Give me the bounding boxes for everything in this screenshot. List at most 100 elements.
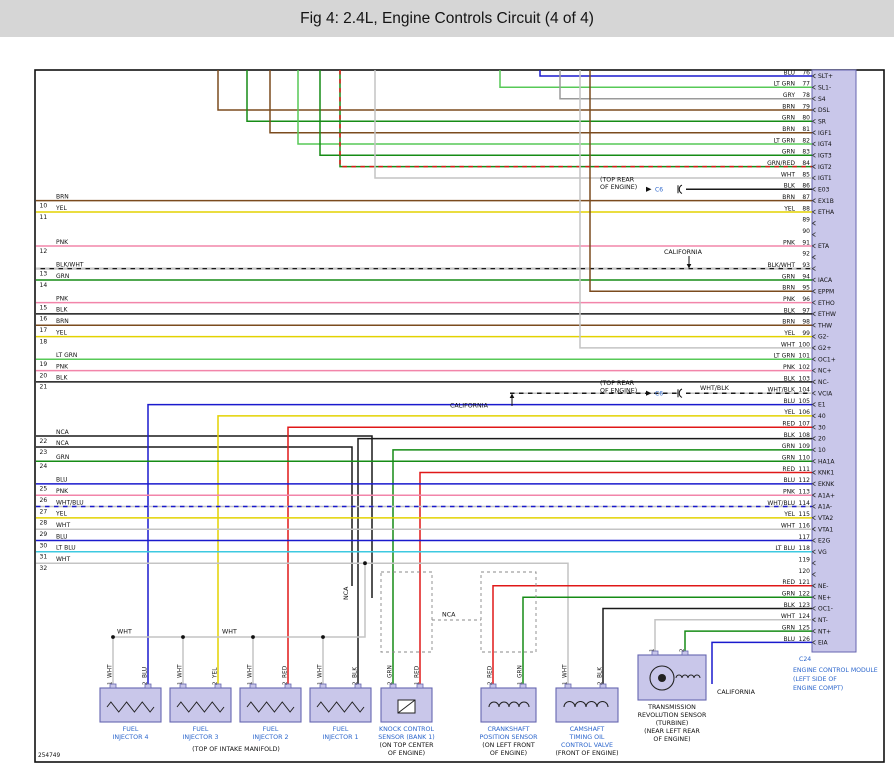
- ecm-pin-wire-color: BRN: [782, 319, 795, 326]
- ecm-pin-wire-color: BLU: [783, 477, 795, 484]
- ecm-pin-number: 85: [802, 171, 810, 178]
- left-wire-color: PNK: [56, 239, 69, 246]
- annotation: CALIFORNIA: [664, 249, 703, 256]
- ecm-pin-name: 10: [818, 447, 826, 454]
- solenoid-symbol: [246, 701, 295, 713]
- ecm-pin-number: 93: [802, 262, 810, 269]
- ecm-pin-number: 92: [802, 251, 810, 258]
- pointer-arrowhead: [509, 393, 515, 398]
- ecm-pin-tick: [811, 311, 816, 317]
- ecm-pin-wire-color: YEL: [783, 330, 795, 337]
- ecm-pin-wire-color: BLU: [783, 69, 795, 76]
- pointer-arrowhead: [686, 264, 692, 269]
- ecm-pin-tick: [811, 560, 816, 566]
- left-pin-number: 31: [40, 554, 48, 561]
- component-name: REVOLUTION SENSOR: [638, 712, 707, 719]
- ecm-pin-number: 109: [799, 443, 811, 450]
- ecm-pin-name: IGT4: [818, 141, 832, 148]
- wire-grn-red-stripe: [339, 70, 812, 168]
- component-box: [637, 654, 707, 701]
- component-pin-bump: [319, 683, 327, 689]
- ecm-pin-tick: [811, 288, 816, 294]
- component-name: FUEL: [263, 726, 279, 733]
- ecm-pin-number: 111: [799, 466, 811, 473]
- left-wire-color: BLK: [56, 375, 68, 382]
- left-wire-color: PNK: [56, 363, 69, 370]
- component-pin-wire-color: WHT: [318, 664, 324, 678]
- ecm-name: ENGINE CONTROL MODULE: [793, 667, 878, 674]
- wire-grn: [522, 596, 812, 688]
- ecm-pin-tick: [811, 356, 816, 362]
- ecm-pin-tick: [811, 594, 816, 600]
- ecm-name: ENGINE COMPT): [793, 685, 843, 692]
- component-pin-bump: [651, 650, 659, 656]
- ecm-pin-name: E1: [818, 402, 826, 409]
- wire-red: [287, 426, 812, 688]
- component-pin-number: 1: [518, 681, 524, 685]
- ecm-pin-number: 122: [799, 590, 811, 597]
- annotation: (TOP REAR: [600, 380, 635, 387]
- ecm-pin-number: 112: [799, 477, 811, 484]
- ecm-pin-name: ETA: [818, 243, 830, 250]
- ecm-pin-name: THW: [817, 322, 832, 329]
- annotation: CALIFORNIA: [450, 403, 489, 410]
- solenoid-symbol: [316, 701, 365, 713]
- component-pin-number: 2: [213, 681, 219, 685]
- ecm-pin-wire-color: GRN: [782, 149, 795, 156]
- ecm-pin-name: IGT3: [818, 152, 832, 159]
- component-pin-wire-color: WHT: [563, 664, 569, 678]
- ecm-pin-tick: [811, 640, 816, 645]
- ecm-pin-name: G2-: [818, 334, 829, 341]
- ecm-pin-number: 81: [802, 126, 810, 133]
- ecm-pin-name: ETHA: [818, 209, 835, 216]
- annotation: WHT: [222, 629, 237, 636]
- ecm-pin-tick: [811, 107, 816, 113]
- ecm-pin-wire-color: WHT/BLU: [767, 500, 795, 507]
- annotation: NCA: [343, 586, 350, 600]
- component-name: (TURBINE): [656, 720, 689, 727]
- ecm-pin-wire-color: WHT: [781, 613, 795, 620]
- component-location: OF ENGINE): [388, 750, 425, 757]
- ecm-pin-number: 115: [799, 511, 811, 518]
- left-wire-color: YEL: [55, 205, 67, 212]
- component-pin-bump: [354, 683, 362, 689]
- ecm-pin-tick: [811, 277, 816, 283]
- ecm-pin-name: 20: [818, 436, 826, 443]
- ecm-pin-number: 83: [802, 149, 810, 156]
- left-wire-color: PNK: [56, 295, 69, 302]
- left-pin-number: 26: [40, 497, 48, 504]
- ecm-pin-wire-color: BLK: [784, 183, 796, 190]
- ecm-pin-tick: [811, 243, 816, 249]
- knock-element-symbol: [397, 699, 416, 714]
- ecm-pin-tick: [811, 402, 816, 407]
- component-pin-wire-color: WHT: [108, 664, 114, 678]
- ecm-pin-number: 119: [799, 557, 811, 564]
- ecm-pin-name: KNK1: [818, 470, 834, 477]
- ecm-pin-tick: [811, 413, 816, 419]
- ecm-pin-tick: [811, 209, 816, 215]
- shield-box: [380, 571, 433, 653]
- component-pin-number: 1: [563, 681, 569, 685]
- ecm-pin-wire-color: GRN: [782, 455, 795, 462]
- ecm-pin-tick: [811, 628, 816, 634]
- ecm-pin-name: S4: [818, 96, 826, 103]
- c6-connector-label: C6: [655, 390, 663, 397]
- ecm-pin-wire-color: LT BLU: [775, 545, 795, 552]
- ecm-pin-wire-color: GRY: [783, 92, 795, 99]
- annotation: WHT: [117, 629, 132, 636]
- left-pin-number: 25: [40, 486, 48, 493]
- ecm-pin-name: E03: [818, 186, 830, 193]
- ecm-pin-number: 107: [799, 421, 811, 428]
- component-pin-number: 2: [143, 681, 149, 685]
- ecm-pin-name: EIA: [818, 640, 829, 647]
- annotation: NCA: [442, 612, 456, 619]
- ecm-pin-wire-color: BRN: [782, 194, 795, 201]
- left-pin-number: 21: [40, 384, 48, 391]
- left-wire-color: WHT: [56, 522, 70, 529]
- ecm-pin-name: NT-: [818, 617, 828, 624]
- ecm-pin-tick: [811, 334, 816, 339]
- left-pin-number: 20: [40, 372, 48, 379]
- component-pin-wire-color: YEL: [213, 667, 219, 679]
- ecm-pin-tick: [811, 583, 816, 589]
- annotation: CALIFORNIA: [717, 689, 756, 696]
